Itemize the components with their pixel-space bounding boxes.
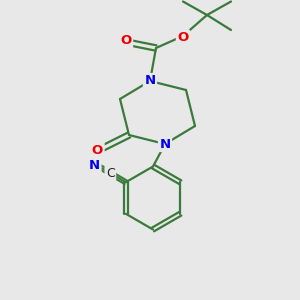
Text: O: O	[177, 31, 189, 44]
Text: N: N	[144, 74, 156, 88]
Text: N: N	[159, 137, 171, 151]
Text: O: O	[120, 34, 132, 47]
Text: C: C	[106, 167, 115, 180]
Text: O: O	[92, 143, 103, 157]
Text: N: N	[89, 159, 100, 172]
